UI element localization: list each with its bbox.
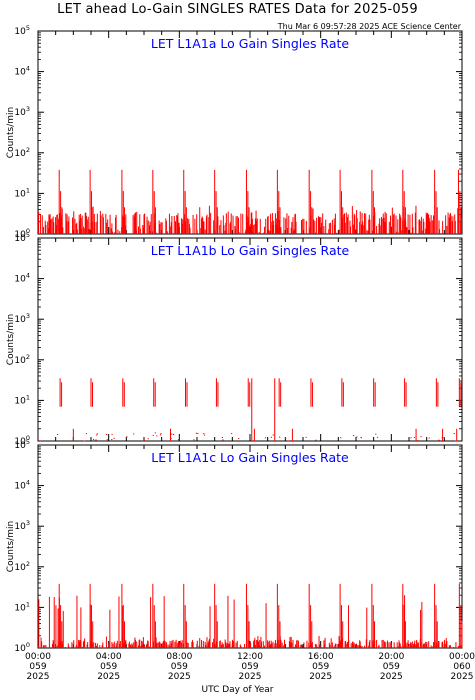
x-tick-doy: 059 — [383, 662, 400, 672]
y-tick-label: 103 — [14, 312, 30, 325]
x-tick-time: 16:00 — [308, 652, 334, 662]
y-tick-label: 102 — [14, 560, 30, 573]
x-tick-doy: 059 — [171, 662, 188, 672]
y-tick-label: 105 — [14, 438, 30, 451]
y-tick-label: 104 — [14, 272, 30, 285]
panel-2: 100 101 102 103 104 105 Counts/min LET L1A1b Lo… — [6, 231, 463, 447]
x-tick-doy: 060 — [453, 662, 470, 672]
y-tick-label: 101 — [14, 186, 30, 199]
x-axis-title: UTC Day of Year — [201, 685, 274, 695]
x-tick-year: 2025 — [309, 672, 332, 682]
panel-title: LET L1A1b Lo Gain Singles Rate — [151, 243, 350, 258]
x-tick-doy: 059 — [241, 662, 258, 672]
x-tick-year: 2025 — [451, 672, 474, 682]
y-tick-label: 100 — [14, 641, 30, 654]
x-tick-time: 08:00 — [166, 652, 192, 662]
panel-1: 100 101 102 103 104 105 Counts/min LET L1A1a Lo… — [6, 24, 463, 240]
y-tick-label: 103 — [14, 105, 30, 118]
x-tick-doy: 059 — [29, 662, 46, 672]
y-axis-label: Counts/min — [6, 314, 16, 365]
y-tick-label: 103 — [14, 519, 30, 532]
x-tick-year: 2025 — [27, 672, 50, 682]
y-tick-label: 105 — [14, 24, 30, 37]
y-tick-label: 101 — [14, 393, 30, 406]
x-tick-year: 2025 — [380, 672, 403, 682]
x-tick-year: 2025 — [168, 672, 191, 682]
figure-title: LET ahead Lo-Gain SINGLES RATES Data for… — [57, 2, 418, 17]
y-tick-label: 104 — [14, 479, 30, 492]
x-tick-time: 00:00 — [25, 652, 51, 662]
plot-frame — [37, 444, 463, 649]
data-series — [38, 583, 463, 648]
y-axis-label: Counts/min — [6, 521, 16, 572]
x-tick-time: 00:00 — [449, 652, 475, 662]
data-series — [38, 169, 462, 234]
x-tick-doy: 059 — [100, 662, 117, 672]
plot-frame — [37, 30, 463, 235]
panel-3: 100 101 102 103 104 105 Counts/min LET L1A1c Lo… — [6, 438, 475, 682]
y-tick-label: 100 — [14, 227, 30, 240]
y-axis-label: Counts/min — [6, 107, 16, 158]
y-tick-label: 104 — [14, 65, 30, 78]
panel-title: LET L1A1c Lo Gain Singles Rate — [151, 450, 349, 465]
data-series — [39, 378, 462, 442]
y-tick-label: 105 — [14, 231, 30, 244]
x-tick-time: 12:00 — [237, 652, 263, 662]
y-tick-label: 102 — [14, 353, 30, 366]
x-tick-year: 2025 — [97, 672, 120, 682]
x-tick-doy: 059 — [312, 662, 329, 672]
x-tick-year: 2025 — [239, 672, 262, 682]
y-tick-label: 101 — [14, 600, 30, 613]
x-tick-time: 20:00 — [378, 652, 404, 662]
panel-title: LET L1A1a Lo Gain Singles Rate — [151, 36, 349, 51]
timestamp: Thu Mar 6 09:57:28 2025 ACE Science Cent… — [277, 22, 461, 31]
y-tick-label: 100 — [14, 434, 30, 447]
y-tick-label: 102 — [14, 146, 30, 159]
plot-frame — [37, 237, 463, 442]
x-tick-time: 04:00 — [96, 652, 122, 662]
